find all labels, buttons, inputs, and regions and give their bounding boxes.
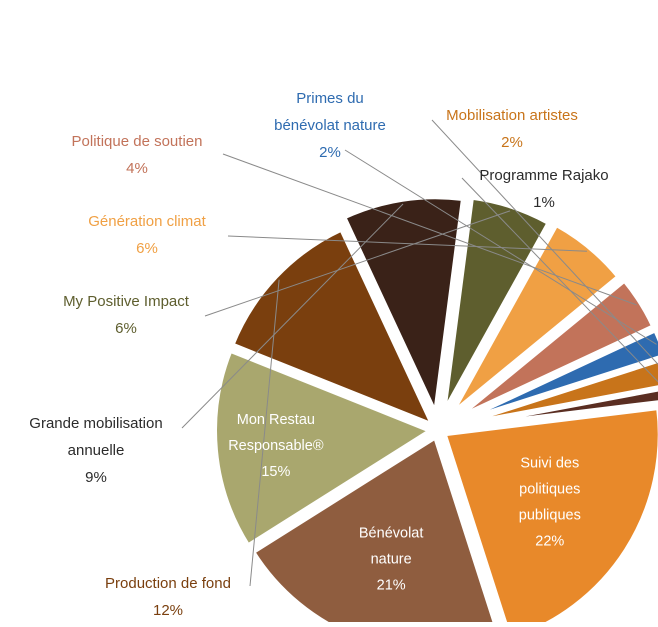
slice-label-line: Suivi des — [520, 455, 579, 471]
leader-line-my-positive-impact — [204, 210, 511, 317]
slice-value-benevolat-nature: 21% — [377, 578, 406, 594]
slice-label-mobilisation-artistes: Mobilisation artistes 2% — [446, 107, 578, 151]
pie-slice-primes-benevolat — [459, 327, 658, 424]
pie-slice-production-fond — [229, 226, 437, 429]
slice-label-grande-mobilisation: Grande mobilisation annuelle 9% — [29, 415, 162, 486]
pie-slice-grande-mobilisation — [341, 195, 466, 420]
slice-label-line: Responsable® — [228, 438, 324, 454]
labels-layer: Suivi des politiques publiques 22% Bénévolat… — [29, 90, 608, 619]
slice-label-production-fond: Production de fond 12% — [105, 575, 231, 619]
leader-line-mobilisation-artistes — [431, 119, 658, 366]
slice-label-politique-soutien: Politique de soutien 4% — [72, 133, 203, 177]
slice-value-production-fond: 12% — [153, 602, 183, 619]
slice-label-line: bénévolat nature — [274, 117, 386, 134]
slice-label-line: Production de fond — [105, 575, 231, 592]
slice-label-line: Grande mobilisation — [29, 415, 162, 432]
slice-label-mon-restau: Mon Restau Responsable® 15% — [228, 412, 324, 480]
pie-slice-mobilisation-artistes — [460, 358, 658, 427]
slice-value-mobilisation-artistes: 2% — [501, 134, 523, 151]
slice-label-line: Génération climat — [88, 213, 206, 230]
slice-label-generation-climat: Génération climat 6% — [88, 213, 206, 257]
slice-label-line: nature — [371, 552, 412, 568]
leader-lines-layer — [181, 119, 658, 587]
leader-line-programme-rajako — [461, 177, 658, 383]
slice-label-my-positive-impact: My Positive Impact 6% — [63, 293, 190, 337]
slice-value-suivi-politiques: 22% — [535, 533, 564, 549]
pie-slice-programme-rajako — [461, 387, 658, 429]
slice-label-line: politiques — [519, 481, 580, 497]
pie-slice-my-positive-impact — [442, 195, 552, 412]
slice-label-line: Programme Rajako — [479, 167, 608, 184]
slice-value-my-positive-impact: 6% — [115, 320, 137, 337]
slice-label-line: Mobilisation artistes — [446, 107, 578, 124]
slice-label-line: Mon Restau — [237, 412, 315, 428]
leader-line-politique-soutien — [222, 153, 637, 306]
leader-line-grande-mobilisation — [181, 203, 404, 429]
slice-label-programme-rajako: Programme Rajako 1% — [479, 167, 608, 211]
slice-label-suivi-politiques: Suivi des politiques publiques 22% — [519, 455, 581, 549]
slice-value-politique-soutien: 4% — [126, 160, 148, 177]
slice-label-line: publiques — [519, 507, 581, 523]
leader-line-production-fond — [249, 279, 280, 587]
pie-slice-mon-restau — [213, 348, 435, 549]
pie-slice-politique-soutien — [457, 277, 656, 420]
slice-label-line: Politique de soutien — [72, 133, 203, 150]
slice-value-mon-restau: 15% — [261, 464, 290, 480]
slice-value-programme-rajako: 1% — [533, 194, 555, 211]
slice-value-grande-mobilisation: 9% — [85, 469, 107, 486]
leader-line-primes-benevolat — [344, 149, 657, 345]
slice-label-line: Bénévolat — [359, 526, 424, 542]
slice-label-line: Primes du — [296, 90, 364, 107]
slice-value-primes-benevolat: 2% — [319, 144, 341, 161]
slices-layer — [213, 195, 658, 627]
pie-slice-benevolat-nature — [250, 434, 499, 627]
slice-label-line: annuelle — [68, 442, 125, 459]
slice-label-primes-benevolat: Primes du bénévolat nature 2% — [274, 90, 386, 161]
pie-slice-generation-climat — [450, 222, 622, 415]
leader-line-generation-climat — [227, 235, 587, 252]
slice-label-line: My Positive Impact — [63, 293, 190, 310]
slice-value-generation-climat: 6% — [136, 240, 158, 257]
slice-label-benevolat-nature: Bénévolat nature 21% — [359, 526, 424, 594]
